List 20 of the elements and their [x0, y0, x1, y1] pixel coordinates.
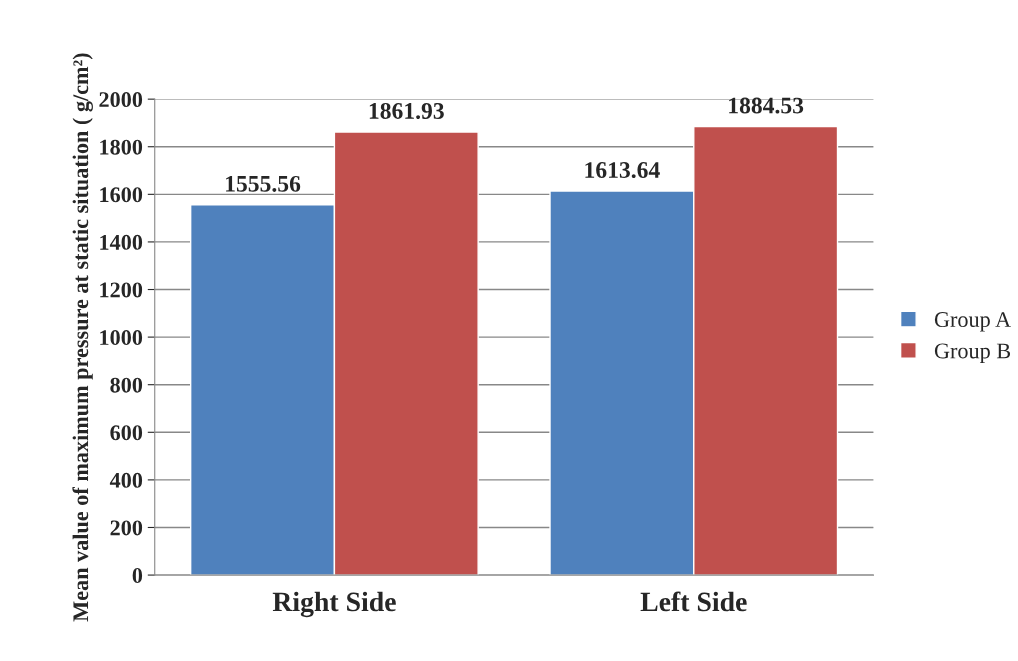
y-tick-label: 400 — [109, 472, 143, 488]
y-tick-label: 2000 — [99, 92, 143, 108]
y-tick-label: 200 — [110, 520, 143, 536]
y-tick-label: 1400 — [100, 234, 143, 250]
y-tick-label: 800 — [110, 377, 143, 393]
y-tick-label: 600 — [110, 425, 143, 441]
y-tick-label: 1000 — [100, 330, 143, 346]
y-axis-title: Mean value of maximum pressure at static situation ( g/cm²) — [72, 53, 93, 622]
x-tick-label: Right Side — [272, 591, 396, 618]
y-tick-label: 1600 — [100, 187, 143, 203]
y-tick-label: 1800 — [100, 139, 143, 155]
y-tick-label: 0 — [132, 568, 143, 583]
x-tick-label: Left Side — [640, 591, 747, 612]
y-tick-label: 1200 — [100, 282, 143, 298]
legend-label: Group A — [934, 312, 1011, 332]
legend-label: Group B — [934, 343, 1011, 363]
data-label: 1613.64 — [585, 162, 660, 179]
data-label: 1884.53 — [729, 97, 804, 114]
data-label: 1555.56 — [226, 175, 301, 192]
data-label: 1861.93 — [369, 102, 444, 119]
